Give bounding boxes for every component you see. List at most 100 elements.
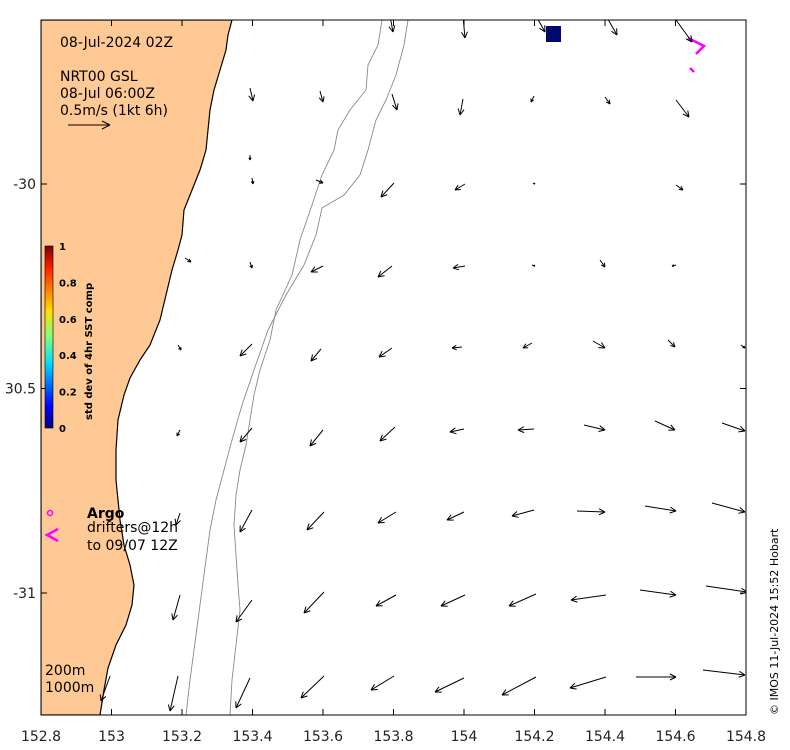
lon-tick-label: 152.8: [21, 729, 61, 745]
current-arrow: [171, 594, 181, 621]
lon-tick-label: 153: [98, 729, 125, 745]
current-arrow: [248, 155, 252, 161]
lon-tick-label: 154.6: [655, 729, 695, 745]
lon-tick-label: 154: [451, 729, 478, 745]
current-arrow: [570, 594, 607, 603]
current-arrow: [446, 511, 465, 521]
colorbar-tick-label: 1: [59, 242, 66, 253]
colorbar-tick-label: 0: [59, 424, 66, 435]
axis-ticks: 152.8 153 153.2 153.4 153.6 153.8 154 154.2 154.…: [5, 20, 766, 745]
lat-tick-label: -30: [13, 177, 36, 193]
current-arrow: [310, 265, 324, 273]
current-arrow: [711, 502, 746, 514]
current-arrow: [501, 676, 537, 696]
current-arrow: [639, 589, 677, 598]
current-arrow: [378, 347, 393, 358]
coastline-land: [41, 20, 233, 715]
current-arrow: [315, 179, 324, 184]
current-arrow: [174, 512, 181, 526]
current-arrow: [654, 420, 676, 431]
drifter-track: [689, 67, 695, 73]
lat-tick-label: 30.5: [5, 382, 36, 398]
current-arrow: [239, 427, 253, 443]
current-arrow: [576, 508, 606, 516]
current-arrow: [235, 677, 251, 709]
current-arrow: [370, 675, 395, 691]
current-arrow: [434, 677, 465, 693]
current-arrow: [309, 429, 324, 447]
current-arrow: [318, 90, 325, 103]
credit-text: © IMOS 11-Jul-2024 15:52 Hobart: [768, 528, 781, 715]
isobath-200m: [229, 20, 383, 715]
current-arrow: [306, 511, 325, 531]
current-arrow: [391, 93, 399, 111]
colorbar: [44, 245, 54, 429]
current-arrow: [300, 675, 325, 699]
current-arrow: [675, 20, 693, 43]
scale-label: 0.5m/s (1kt 6h): [60, 103, 168, 119]
lon-tick-label: 154.4: [585, 729, 625, 745]
sst-patch: [546, 26, 561, 42]
current-arrow: [235, 599, 253, 623]
drifters-until: to 09/07 12Z: [87, 538, 178, 554]
lon-tick-label: 153.2: [162, 729, 202, 745]
current-arrow: [508, 593, 537, 607]
current-arrow: [239, 509, 253, 533]
current-arrow: [532, 182, 536, 185]
current-arrow: [531, 264, 536, 267]
current-arrow: [99, 675, 111, 702]
current-arrow: [454, 183, 466, 191]
current-arrow: [250, 177, 255, 185]
isobath-1000m-label: 1000m: [45, 680, 94, 696]
current-arrow: [517, 426, 535, 434]
lat-tick-label: -31: [13, 586, 36, 602]
current-arrow: [522, 342, 533, 349]
current-arrow: [379, 426, 396, 442]
argo-label: Argo: [87, 506, 125, 522]
current-arrow: [461, 20, 468, 39]
current-arrow: [377, 265, 393, 278]
current-arrow: [449, 427, 465, 435]
colorbar-ticks: 1 0.8 0.6 0.4 0.2 0: [59, 242, 77, 435]
isobath-200m-label: 200m: [45, 663, 85, 679]
current-arrow: [599, 259, 606, 268]
current-arrow: [176, 429, 181, 437]
current-arrow: [303, 591, 325, 614]
current-arrow: [249, 261, 253, 269]
current-arrow: [239, 343, 253, 357]
current-arrow: [310, 348, 322, 362]
current-arrow: [530, 95, 535, 103]
current-arrow: [671, 264, 677, 267]
current-arrow: [604, 96, 611, 105]
current-arrow: [721, 422, 746, 433]
lon-tick-label: 154.8: [726, 729, 766, 745]
current-arrow: [702, 669, 746, 678]
lon-tick-label: 153.6: [303, 729, 343, 745]
current-arrow: [675, 99, 690, 118]
lon-tick-label: 153.8: [373, 729, 413, 745]
current-arrow: [452, 263, 466, 271]
current-arrow: [377, 511, 397, 524]
current-arrow: [636, 673, 677, 681]
drifters-label: drifters@12h: [87, 520, 178, 536]
current-arrow: [537, 20, 546, 33]
scale-arrow: [68, 120, 111, 130]
current-arrow: [388, 20, 396, 33]
current-arrow: [248, 87, 256, 102]
current-arrow: [740, 344, 746, 349]
current-arrow: [184, 257, 192, 263]
current-vectors: [99, 20, 746, 712]
product-label: NRT00 GSL: [60, 69, 138, 85]
current-arrow: [569, 676, 607, 690]
product-time: 08-Jul 06:00Z: [60, 86, 155, 102]
lon-tick-label: 153.4: [232, 729, 272, 745]
colorbar-title: std dev of 4hr SST comp: [84, 283, 95, 420]
isobath-1000m: [185, 20, 409, 715]
current-arrow: [592, 340, 606, 349]
drifter-legend-marker: [44, 527, 59, 543]
current-arrow: [607, 20, 618, 36]
current-arrow: [375, 594, 397, 607]
current-arrow: [644, 505, 677, 514]
colorbar-tick-label: 0.6: [59, 315, 77, 326]
